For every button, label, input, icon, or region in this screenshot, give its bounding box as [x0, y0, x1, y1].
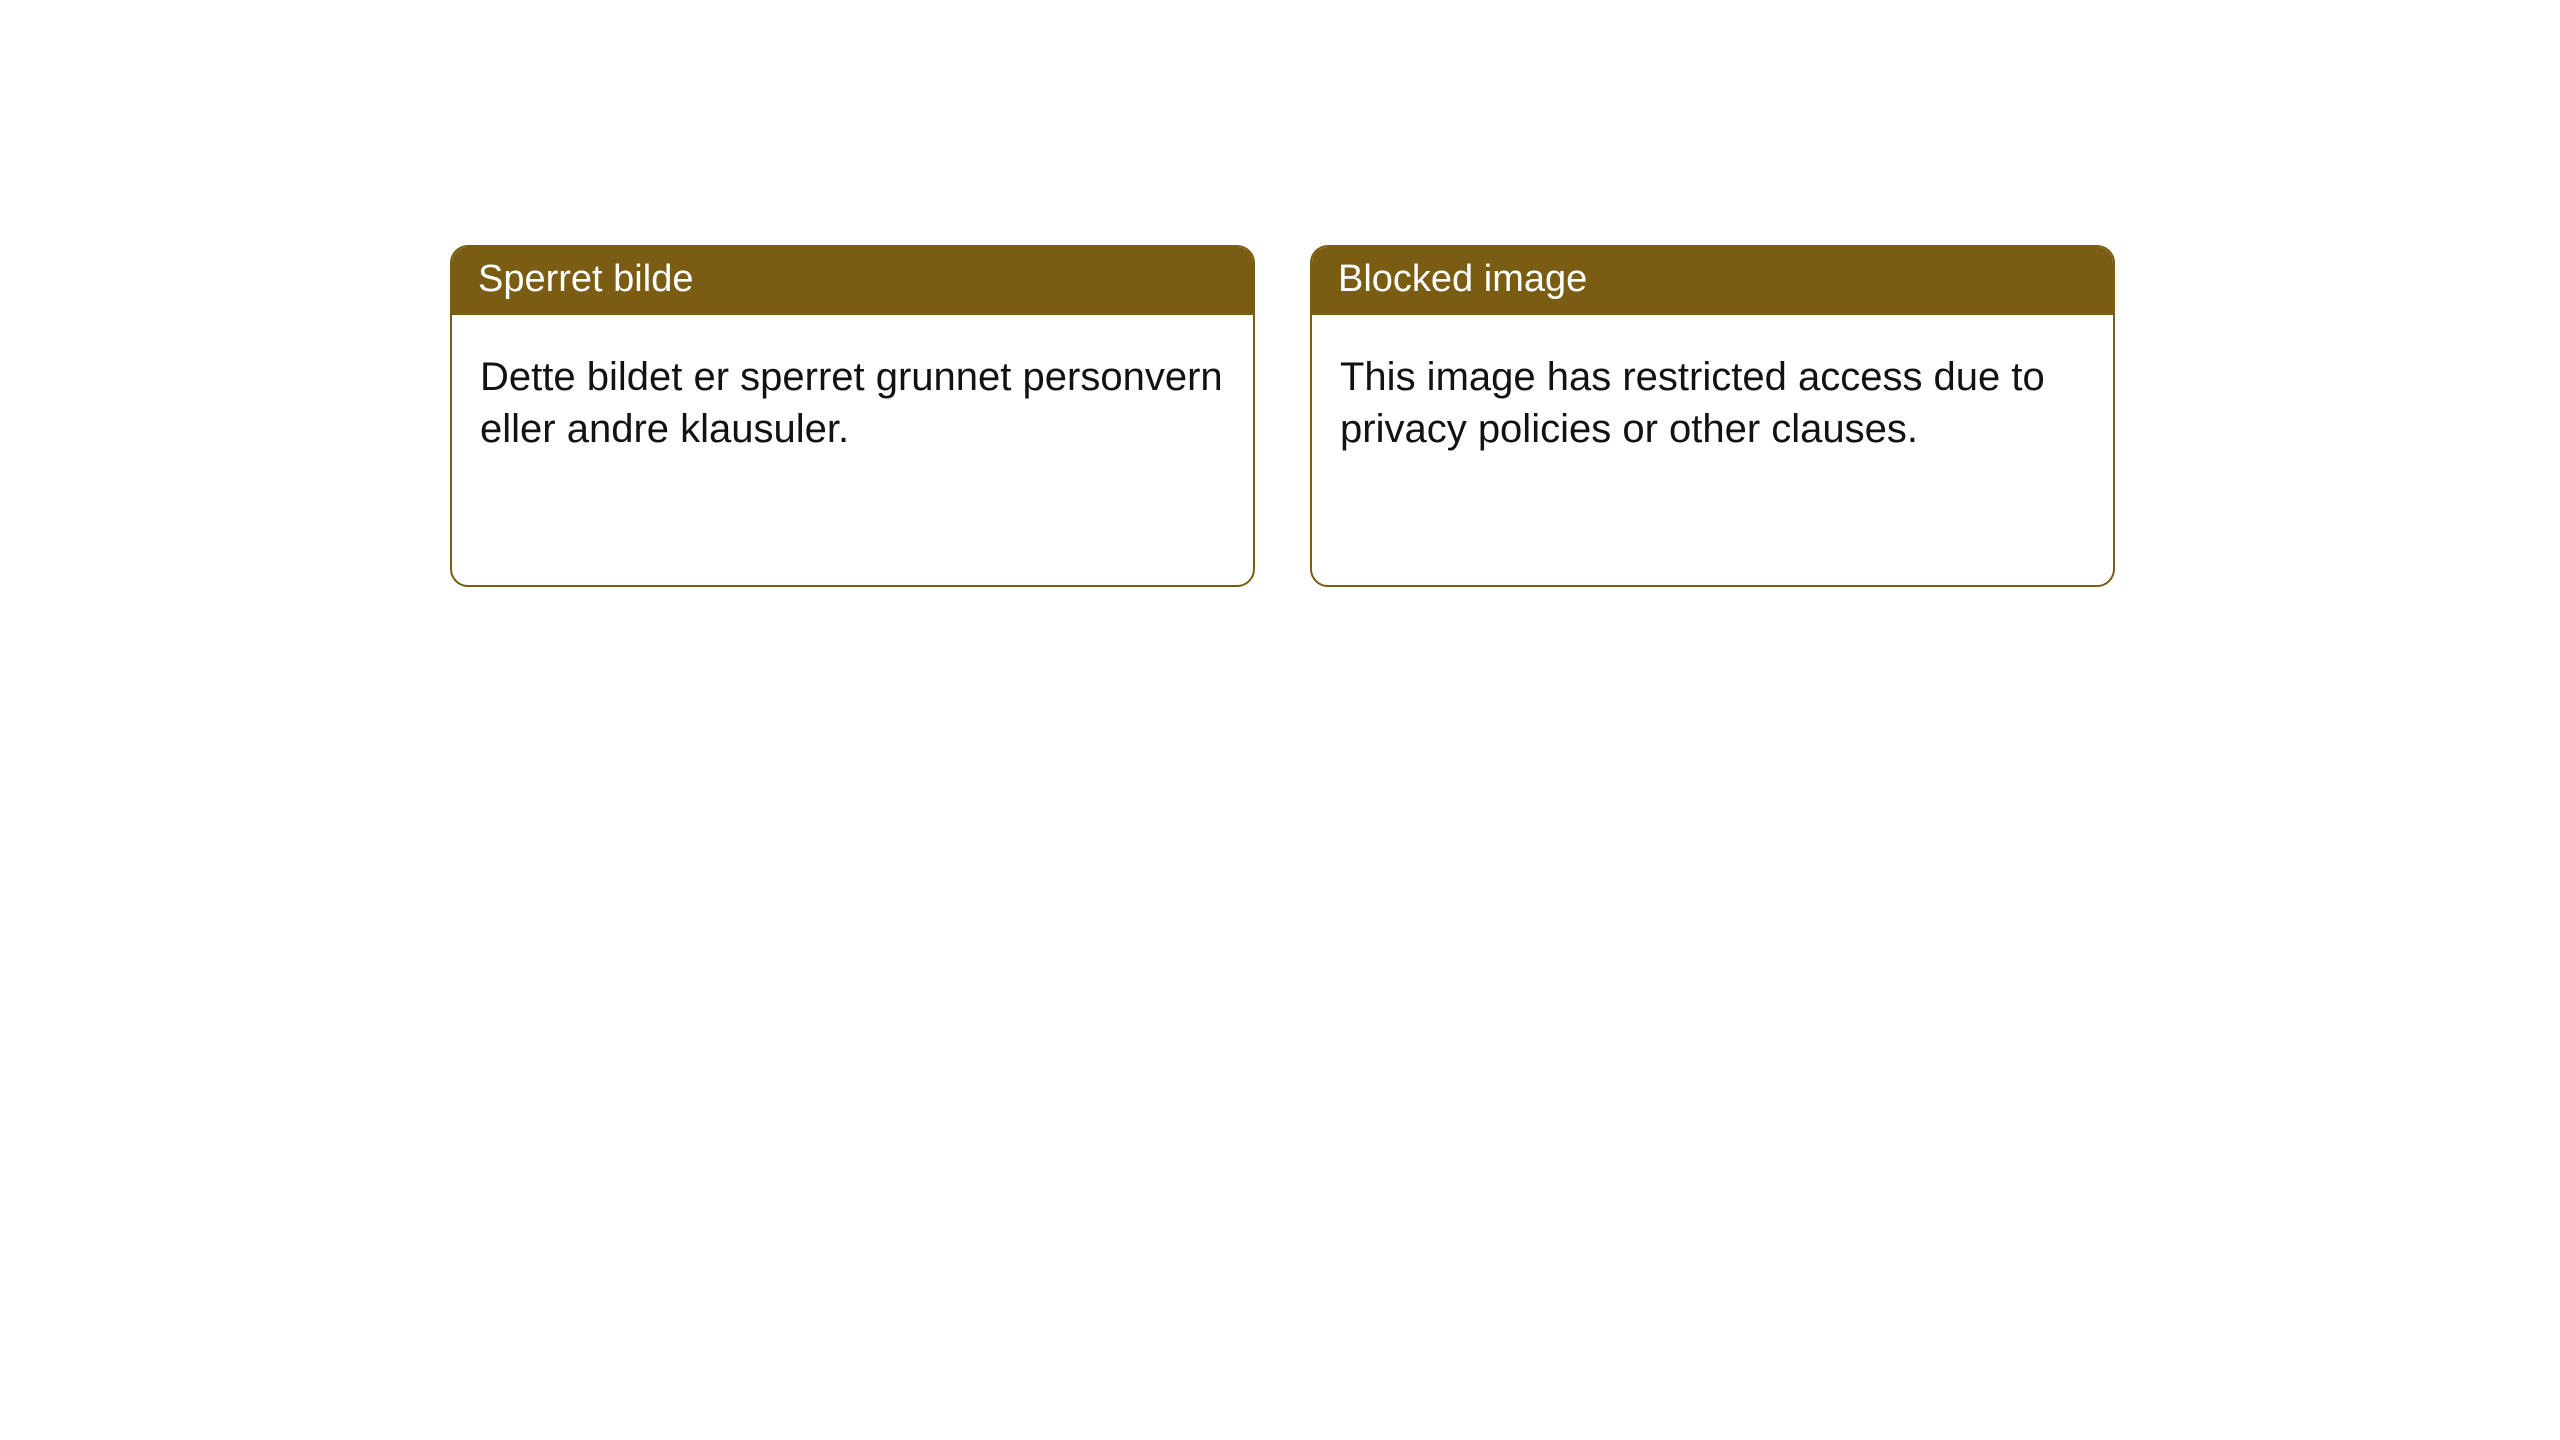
- blocked-image-notice-no: Sperret bilde Dette bildet er sperret gr…: [450, 245, 1255, 587]
- notice-title-no: Sperret bilde: [452, 247, 1253, 315]
- notice-title-en: Blocked image: [1312, 247, 2113, 315]
- blocked-image-notice-en: Blocked image This image has restricted …: [1310, 245, 2115, 587]
- notice-body-en: This image has restricted access due to …: [1312, 315, 2113, 585]
- notice-container: Sperret bilde Dette bildet er sperret gr…: [0, 0, 2560, 587]
- notice-body-no: Dette bildet er sperret grunnet personve…: [452, 315, 1253, 585]
